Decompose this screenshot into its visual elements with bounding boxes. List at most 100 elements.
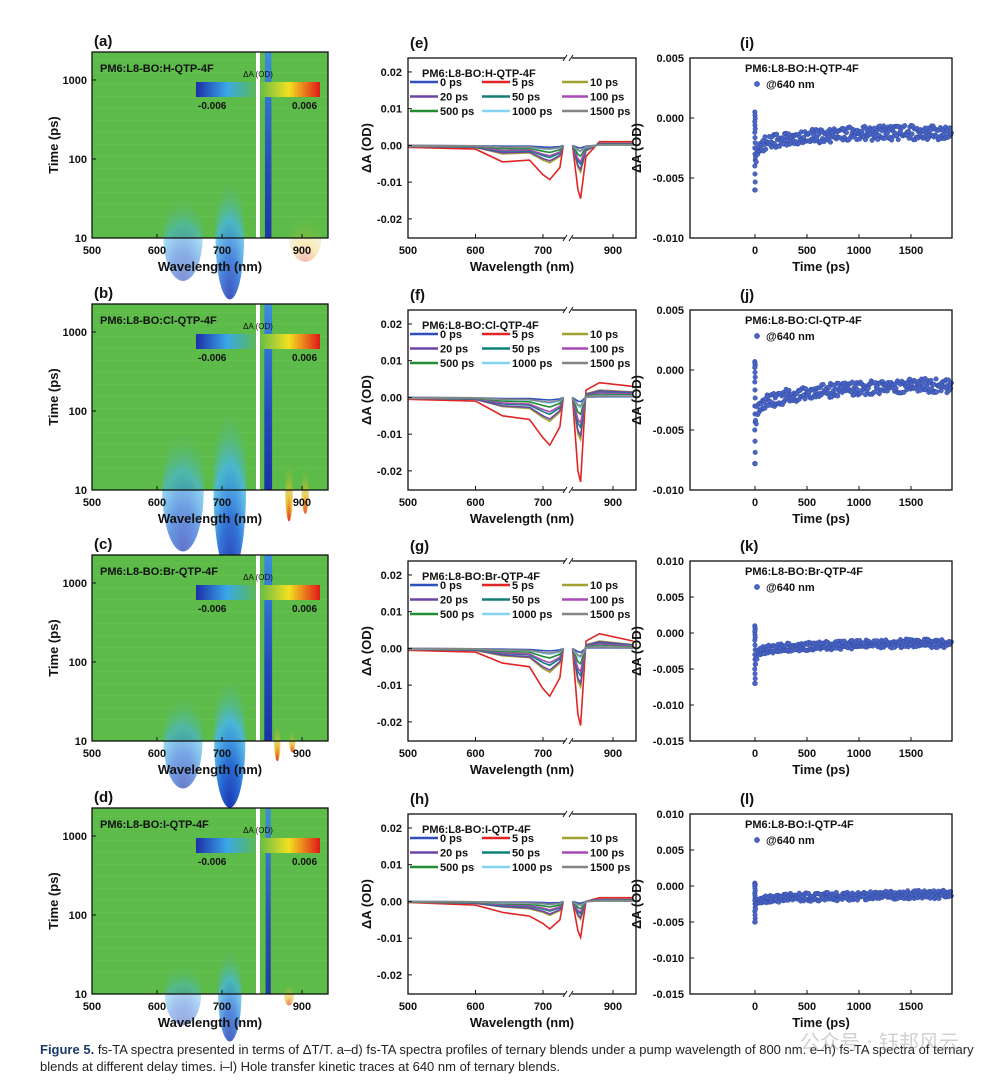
heatmap-streak	[92, 324, 328, 325]
plot-frame	[689, 309, 953, 491]
data-point	[752, 395, 758, 401]
heatmap-streak	[92, 468, 328, 469]
y-tick-label: 0.02	[381, 823, 402, 835]
x-tick-label: 500	[83, 748, 101, 760]
legend-label: 20 ps	[440, 92, 468, 104]
x-tick-label: 900	[293, 497, 311, 509]
legend-label: 500 ps	[440, 106, 474, 118]
axis-break-gap	[565, 812, 572, 816]
series-line-100ps	[571, 392, 634, 425]
x-tick-label: 700	[534, 748, 552, 760]
caption-label: Figure 5.	[40, 1042, 95, 1057]
series-line-0ps	[572, 395, 634, 403]
panel-letter: (g)	[410, 538, 429, 555]
plot-frame	[91, 554, 329, 742]
y-tick-label: -0.005	[653, 664, 684, 676]
data-point	[752, 379, 758, 385]
y-tick-label: 10	[75, 736, 87, 748]
legend-label: 0 ps	[440, 329, 462, 341]
heatmap-streak	[92, 168, 328, 169]
data-point	[895, 137, 901, 143]
y-tick-label: -0.015	[653, 989, 684, 1001]
y-tick-label: 0.000	[656, 881, 684, 893]
y-tick-label: 0.01	[381, 356, 402, 368]
data-point	[752, 140, 758, 146]
y-tick-label: 0.02	[381, 570, 402, 582]
y-tick-label: 100	[69, 910, 87, 922]
series-line-5ps	[571, 381, 634, 483]
axis-break-mark	[568, 54, 574, 62]
heatmap-panel-1: (b) PM6:L8-BO:Cl-QTP-4F ΔA (OD) -0.006 0.006…	[46, 285, 329, 576]
colorbar-title: ΔA (OD)	[243, 826, 273, 835]
series-line-5ps	[407, 648, 565, 698]
plot-frame	[91, 51, 329, 239]
legend-label: 5 ps	[512, 833, 534, 845]
x-tick-label: 700	[213, 245, 231, 257]
data-point	[752, 676, 758, 682]
series-line-0ps	[572, 646, 634, 654]
figure-caption: Figure 5. fs-TA spectra presented in ter…	[40, 1041, 975, 1075]
data-point	[752, 365, 758, 371]
legend-label: 20 ps	[440, 344, 468, 356]
x-axis-title: Wavelength (nm)	[158, 1015, 262, 1030]
y-tick-label: 0.01	[381, 860, 402, 872]
legend-label: 0 ps	[440, 833, 462, 845]
heatmap-streak	[92, 312, 328, 313]
data-point	[752, 919, 758, 925]
data-point	[753, 159, 759, 165]
legend-label: @640 nm	[766, 835, 815, 847]
x-tick-label: 700	[534, 497, 552, 509]
heatmap-streak	[92, 60, 328, 61]
x-axis-title: Wavelength (nm)	[158, 259, 262, 274]
data-point	[752, 369, 758, 375]
legend-label: @640 nm	[766, 582, 815, 594]
x-tick-label: 600	[148, 748, 166, 760]
legend-label: 50 ps	[512, 595, 540, 607]
data-point	[752, 438, 758, 444]
watermark: 公众号 · 钰邦风云	[799, 1030, 959, 1054]
y-tick-label: 0.00	[381, 643, 402, 655]
x-tick-label: 700	[213, 748, 231, 760]
data-point	[752, 461, 758, 467]
y-tick-label: -0.02	[377, 717, 402, 729]
x-tick-label: 500	[83, 1001, 101, 1013]
axis-break-line	[256, 555, 260, 741]
legend-label: 500 ps	[440, 609, 474, 621]
heatmap-streak	[92, 456, 328, 457]
heatmap-streak	[92, 156, 328, 157]
data-point	[752, 387, 758, 393]
axis-break-mark	[568, 810, 574, 818]
legend-label: 10 ps	[590, 329, 618, 341]
caption-text: fs-TA spectra presented in terms of ΔT/T…	[40, 1042, 974, 1074]
series-line-1500ps	[571, 144, 634, 152]
series-line-500ps	[571, 644, 634, 666]
x-tick-label: 600	[148, 497, 166, 509]
data-point	[909, 131, 915, 137]
y-axis-title: Time (ps)	[46, 116, 61, 174]
heatmap-streak	[92, 120, 328, 121]
y-tick-label: 0.00	[381, 896, 402, 908]
y-tick-label: -0.005	[653, 173, 684, 185]
data-point	[752, 179, 758, 185]
legend-label: 1000 ps	[512, 106, 552, 118]
x-tick-label: 1000	[847, 748, 871, 760]
y-axis-title: ΔA (OD)	[629, 123, 644, 173]
data-point	[835, 393, 841, 399]
x-axis-title: Wavelength (nm)	[470, 511, 574, 526]
axis-break-gap	[565, 236, 572, 240]
x-tick-label: 500	[798, 245, 816, 257]
series-line-100ps	[571, 643, 634, 674]
heatmap-streak	[92, 372, 328, 373]
y-axis-title: ΔA (OD)	[359, 123, 374, 173]
y-tick-label: 0.010	[656, 556, 684, 568]
heatmap-streak	[92, 912, 328, 913]
series-line-5ps	[571, 632, 634, 726]
data-point	[762, 134, 768, 140]
y-tick-label: 0.01	[381, 607, 402, 619]
kinetics-panel-1: (j) PM6:L8-BO:Cl-QTP-4F @640 nm 0 500 1000 150…	[629, 287, 954, 526]
x-tick-label: 900	[293, 748, 311, 760]
data-point	[753, 661, 759, 667]
legend-label: 10 ps	[590, 833, 618, 845]
y-tick-label: 10	[75, 233, 87, 245]
y-tick-label: 0.005	[656, 53, 684, 65]
